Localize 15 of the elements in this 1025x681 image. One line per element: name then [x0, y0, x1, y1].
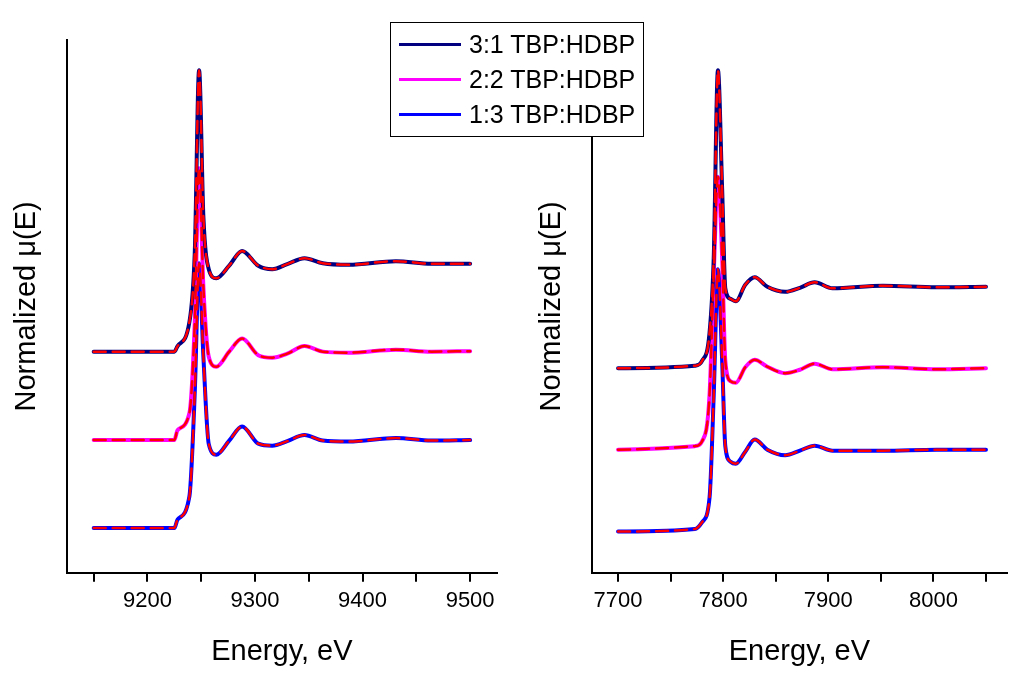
y-axis-title: Normalized μ(E) — [534, 201, 567, 412]
x-tick-label: 9300 — [230, 587, 280, 613]
legend-label: 3:1 TBP:HDBP — [469, 30, 636, 59]
x-axis-title: Energy, eV — [728, 633, 871, 666]
legend-label: 1:3 TBP:HDBP — [469, 100, 636, 129]
x-tick-label: 9200 — [122, 587, 172, 613]
x-axis-title: Energy, eV — [211, 633, 354, 666]
x-tick-label: 8000 — [908, 587, 958, 613]
x-tick-label: 9500 — [445, 587, 495, 613]
y-axis-title: Normalized μ(E) — [9, 201, 42, 412]
x-tick-label: 7700 — [593, 587, 643, 613]
legend-label: 2:2 TBP:HDBP — [469, 65, 636, 94]
x-tick-label: 7900 — [803, 587, 853, 613]
x-tick-label: 7800 — [698, 587, 748, 613]
x-tick-label: 9400 — [338, 587, 388, 613]
